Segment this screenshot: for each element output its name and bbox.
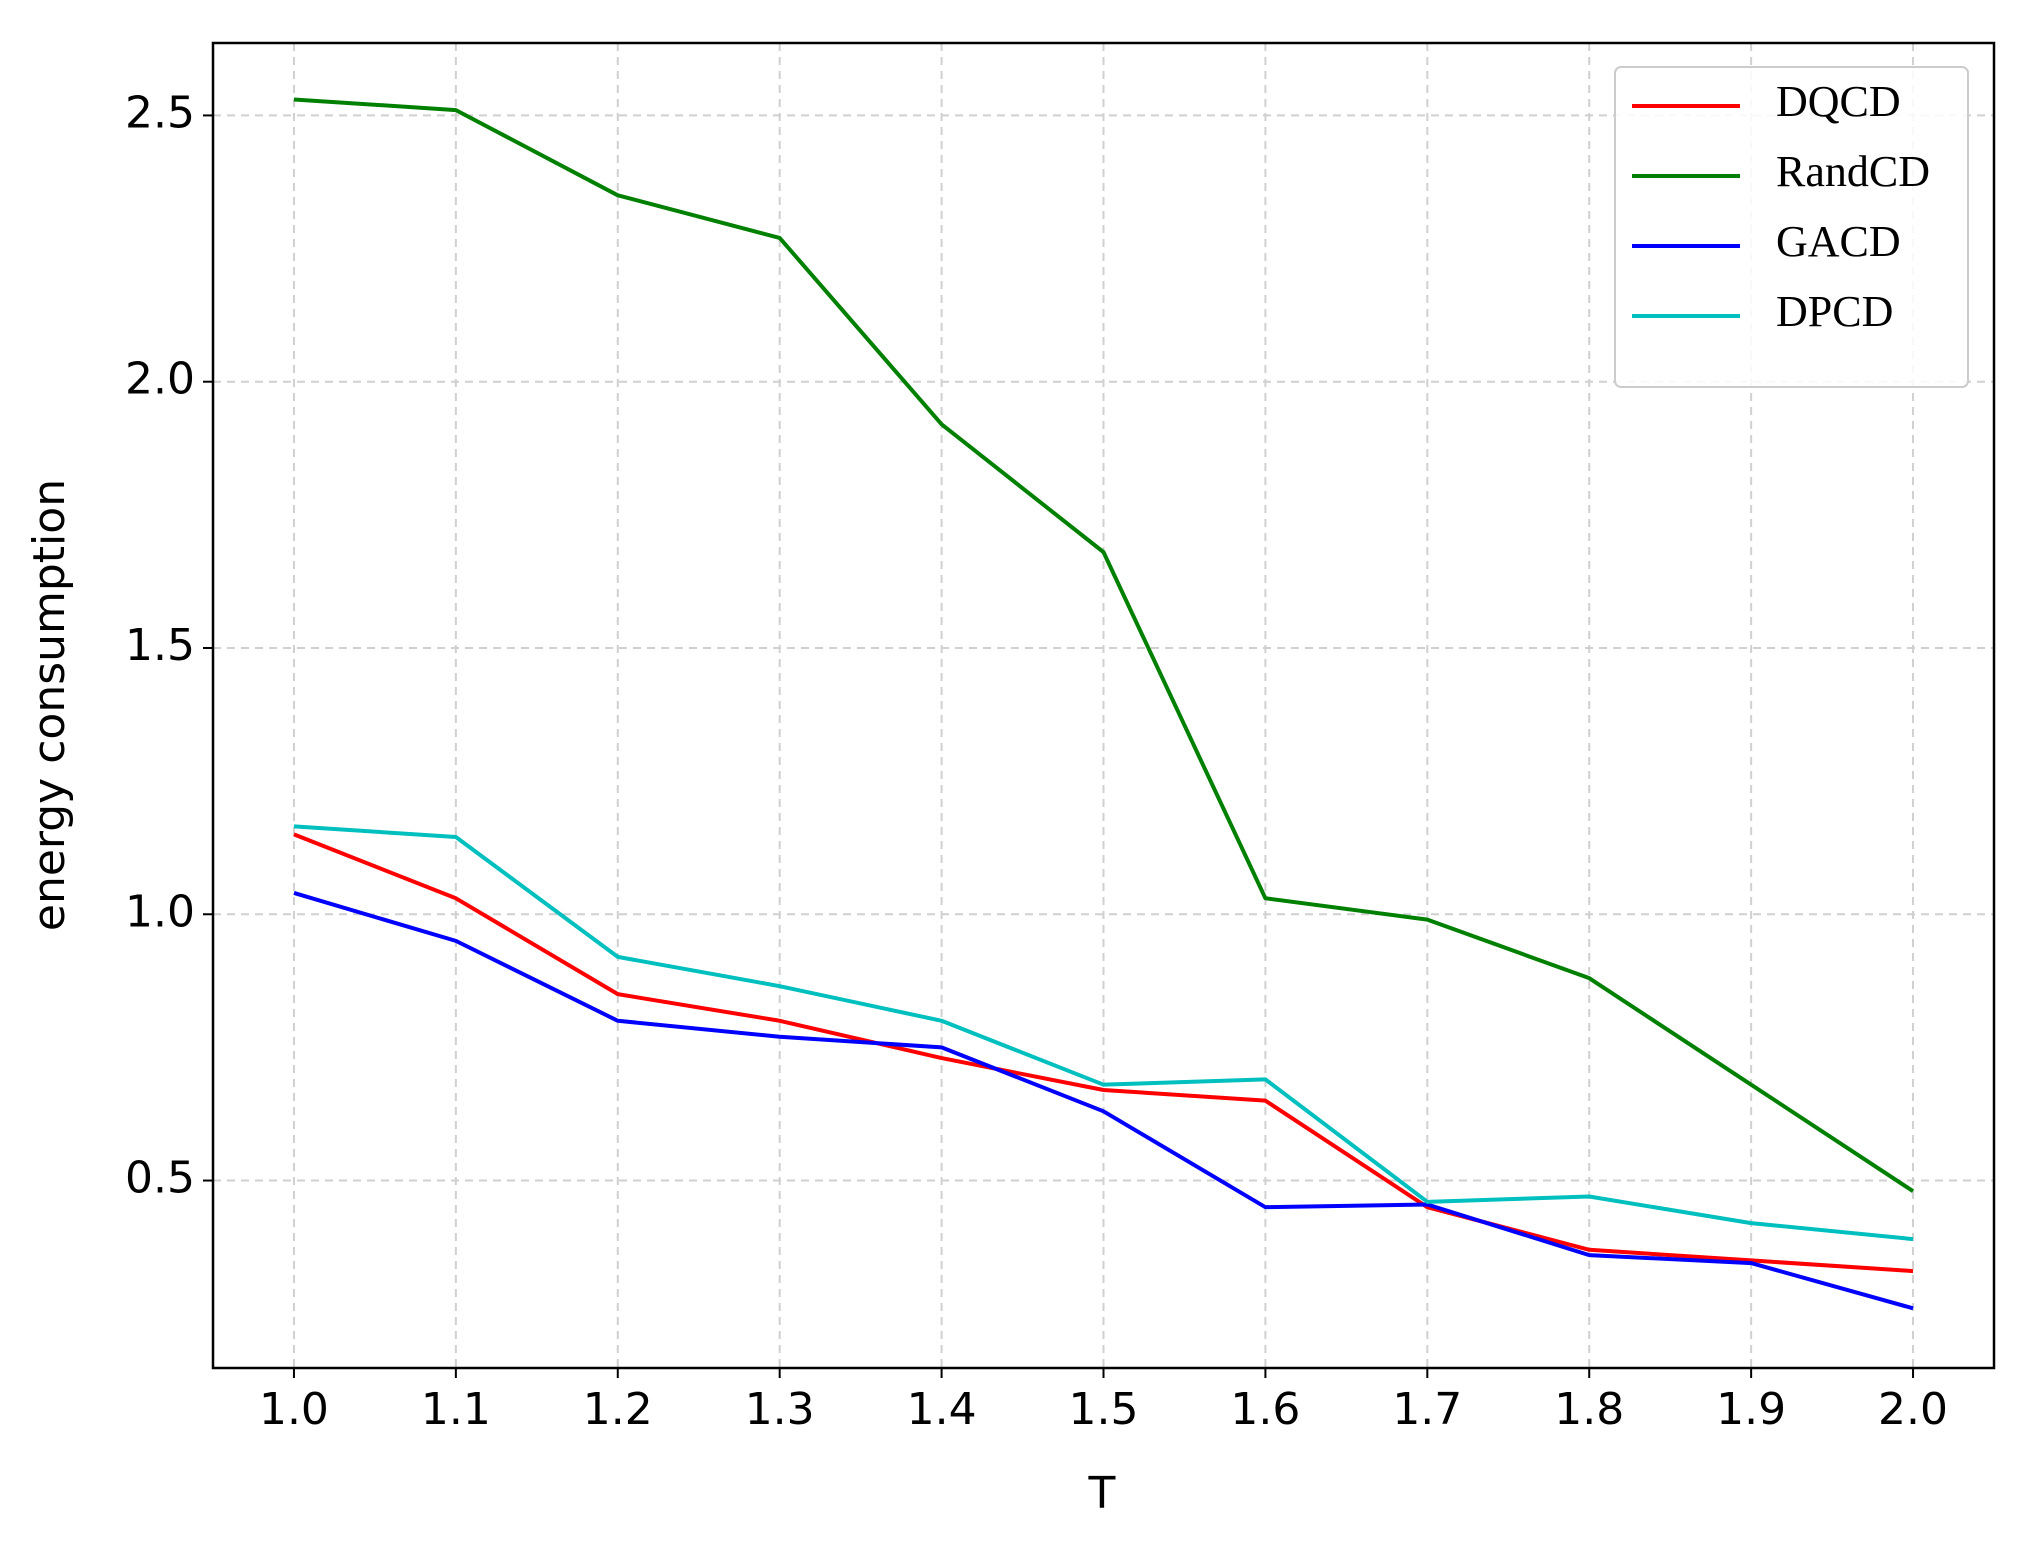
series-line — [293, 891, 1914, 1311]
y-axis-label: energy consumption — [24, 479, 75, 931]
legend: DQCD RandCD GACD DPCD — [1614, 66, 1969, 388]
y-tick-label: 0.5 — [125, 1153, 195, 1204]
legend-label: GACD — [1776, 217, 1901, 266]
plot-frame — [211, 41, 1996, 1370]
y-tick-label: 2.0 — [125, 354, 195, 405]
series-line — [293, 824, 1914, 1242]
x-tick-label: 1.5 — [1069, 1384, 1139, 1435]
legend-label: DQCD — [1776, 77, 1901, 126]
legend-label: DPCD — [1776, 287, 1893, 336]
x-tick-label: 1.7 — [1392, 1384, 1462, 1435]
series-line — [293, 832, 1914, 1274]
x-tick-label: 1.0 — [259, 1384, 329, 1435]
x-tick-label: 1.9 — [1716, 1384, 1786, 1435]
x-tick-label: 2.0 — [1878, 1384, 1948, 1435]
x-tick-label: 1.6 — [1230, 1384, 1300, 1435]
y-tick-label: 2.5 — [125, 87, 195, 138]
legend-label: RandCD — [1776, 147, 1930, 196]
x-tick-label: 1.8 — [1554, 1384, 1624, 1435]
x-tick-label: 1.1 — [421, 1384, 491, 1435]
x-tick-label: 1.2 — [583, 1384, 653, 1435]
x-tick-label: 1.4 — [907, 1384, 977, 1435]
series-line — [293, 97, 1915, 1193]
legend-box — [1614, 66, 1969, 388]
y-tick-label: 1.0 — [125, 886, 195, 937]
x-axis-label: T — [1088, 1468, 1116, 1519]
y-tick-label: 1.5 — [125, 620, 195, 671]
x-tick-label: 1.3 — [745, 1384, 815, 1435]
